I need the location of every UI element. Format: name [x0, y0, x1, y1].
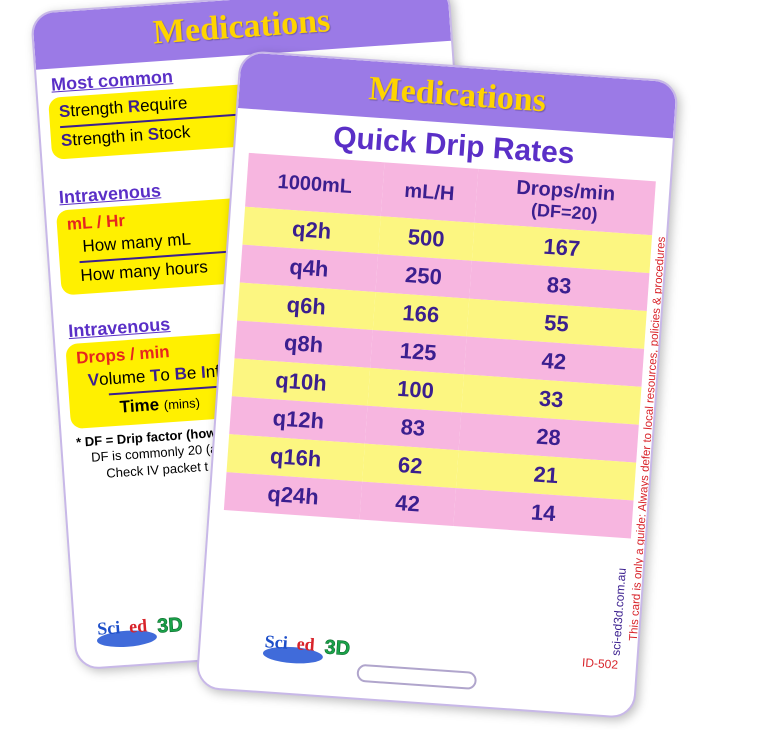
drip-table-body: q2h500167q4h25083q6h16655q8h12542q10h100… — [224, 207, 652, 539]
svg-text:ed: ed — [128, 615, 147, 636]
svg-text:3D: 3D — [156, 614, 183, 638]
table-cell: 100 — [368, 368, 464, 412]
table-cell: 42 — [360, 482, 456, 526]
table-cell: 250 — [375, 254, 471, 298]
svg-text:3D: 3D — [324, 636, 351, 660]
badge-slot — [356, 664, 477, 690]
drip-table: 1000mL mL/H Drops/min(DF=20) q2h500167q4… — [224, 153, 656, 539]
svg-text:Sci: Sci — [96, 617, 120, 639]
col-header-0: 1000mL — [245, 153, 384, 216]
table-cell: 500 — [378, 216, 474, 260]
svg-text:ed: ed — [296, 633, 315, 654]
table-cell: 83 — [365, 406, 461, 450]
col-header-1: mL/H — [381, 162, 478, 222]
back-title: Medications — [152, 2, 332, 52]
svg-text:Sci: Sci — [264, 631, 288, 653]
logo-front: Sci ed 3D — [257, 625, 370, 673]
front-title: Medications — [367, 70, 547, 120]
url-text: sci-ed3d.com.au — [609, 567, 629, 656]
table-cell: 166 — [373, 292, 469, 336]
table-cell: 62 — [362, 444, 458, 488]
logo-back: Sci ed 3D — [90, 606, 203, 654]
table-cell: 125 — [370, 330, 466, 374]
front-card: Medications Quick Drip Rates 1000mL mL/H… — [195, 50, 679, 719]
id-text: ID-502 — [582, 655, 619, 671]
table-cell: q24h — [224, 472, 362, 519]
